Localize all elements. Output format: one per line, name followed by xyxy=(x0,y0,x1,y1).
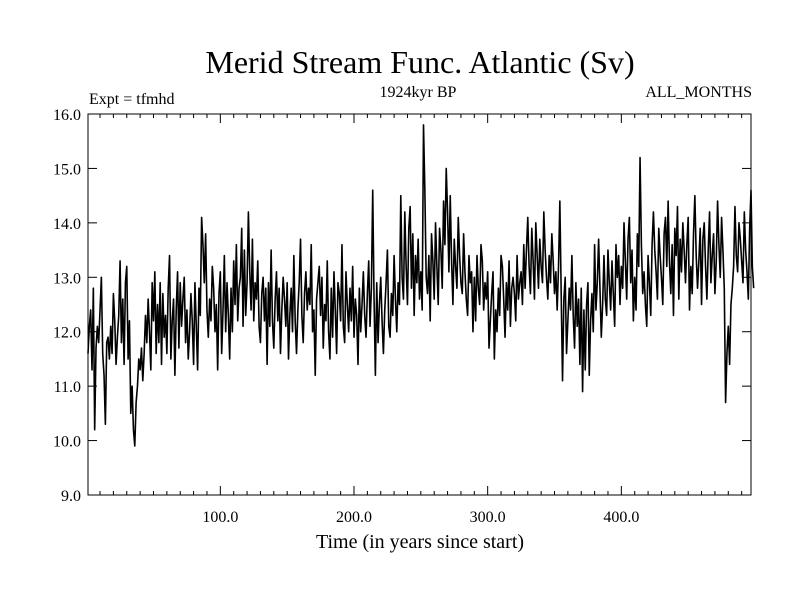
experiment-label: Expt = tfmhd xyxy=(89,91,174,108)
age-label: 1924kyr BP xyxy=(380,84,457,101)
plot-frame xyxy=(87,113,752,496)
x-axis-label: Time (in years since start) xyxy=(316,531,524,553)
axes-group: 9.0 10.0 11.0 12.0 13.0 14.0 15.0 16.0 100.0 200.… xyxy=(53,107,751,526)
y-tick-label: 13.0 xyxy=(53,270,81,287)
y-tick-label: 15.0 xyxy=(53,161,81,178)
x-tick-label: 400.0 xyxy=(603,509,639,526)
y-tick-label: 14.0 xyxy=(53,216,81,233)
y-tick-label: 16.0 xyxy=(53,107,81,124)
x-tick-label: 100.0 xyxy=(202,509,238,526)
x-tick-label: 200.0 xyxy=(336,509,372,526)
months-label: ALL_MONTHS xyxy=(645,84,752,101)
y-tick-label: 12.0 xyxy=(53,325,81,342)
y-tick-label: 9.0 xyxy=(61,488,81,505)
chart-title: Merid Stream Func. Atlantic (Sv) xyxy=(205,44,634,80)
x-tick-label: 300.0 xyxy=(470,509,506,526)
y-tick-label: 11.0 xyxy=(54,379,81,396)
y-tick-label: 10.0 xyxy=(53,434,81,451)
series-line xyxy=(87,124,755,447)
